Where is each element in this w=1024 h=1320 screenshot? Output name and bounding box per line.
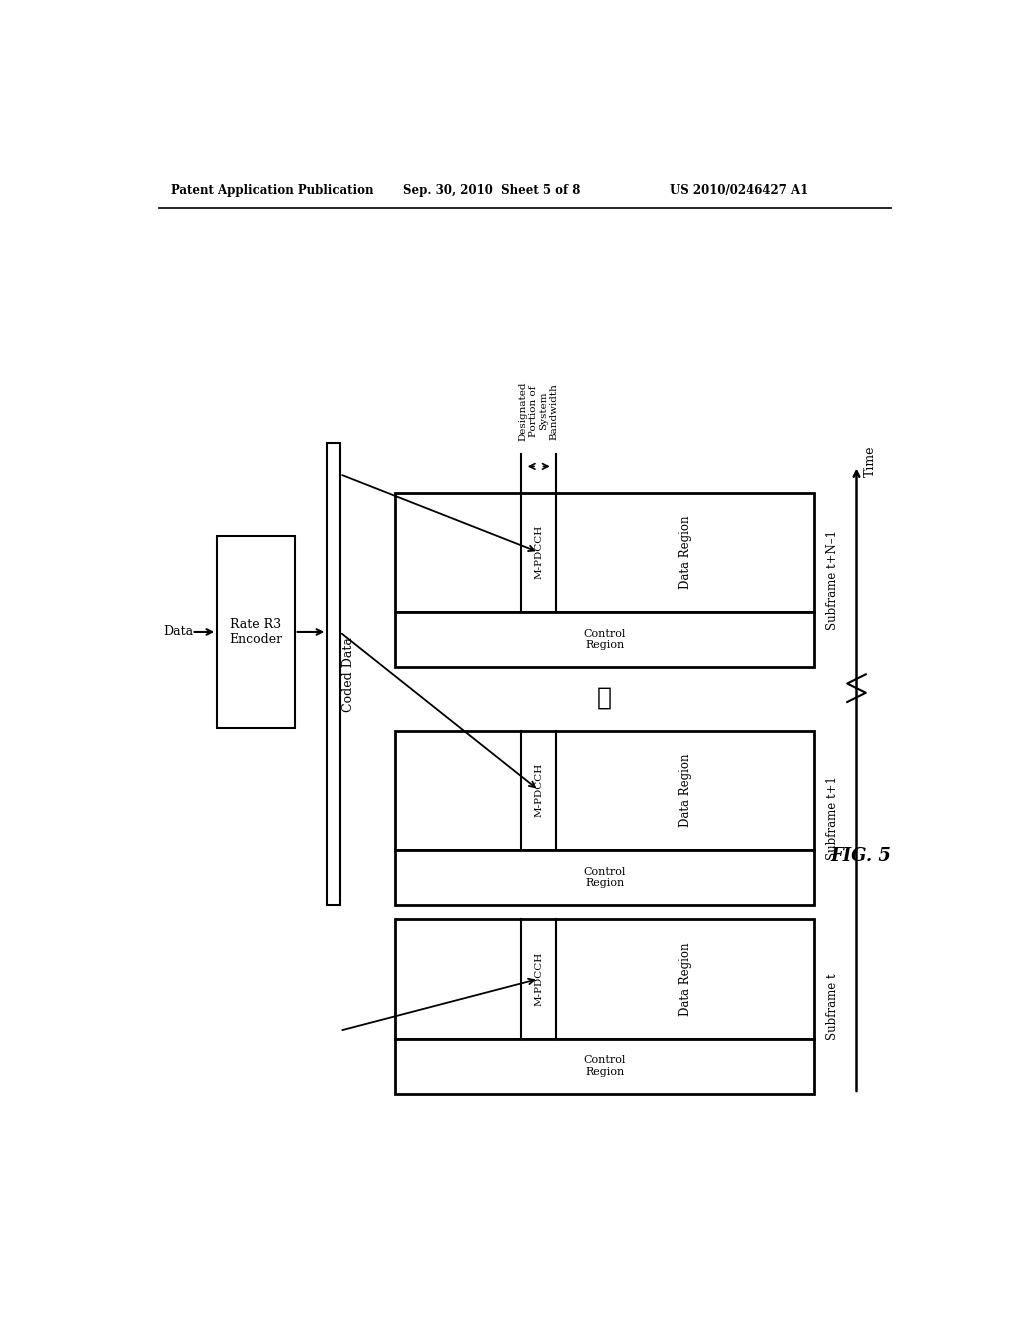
FancyBboxPatch shape [395, 850, 814, 906]
Text: Subframe t+N–1: Subframe t+N–1 [825, 529, 839, 630]
Text: Data Region: Data Region [679, 754, 691, 826]
Text: Time: Time [864, 446, 877, 478]
Text: Subframe t: Subframe t [825, 973, 839, 1040]
FancyBboxPatch shape [395, 730, 814, 850]
Text: Control
Region: Control Region [584, 867, 626, 888]
Text: US 2010/0246427 A1: US 2010/0246427 A1 [671, 185, 809, 197]
FancyBboxPatch shape [395, 1039, 814, 1094]
Text: Designated
Portion of
System
Bandwidth: Designated Portion of System Bandwidth [518, 381, 559, 441]
FancyBboxPatch shape [217, 536, 295, 729]
Text: Sep. 30, 2010  Sheet 5 of 8: Sep. 30, 2010 Sheet 5 of 8 [403, 185, 581, 197]
Text: Rate R3
Encoder: Rate R3 Encoder [229, 618, 283, 645]
Text: ⋮: ⋮ [597, 686, 612, 710]
Text: M-PDCCH: M-PDCCH [535, 525, 543, 579]
FancyBboxPatch shape [395, 492, 814, 612]
Text: M-PDCCH: M-PDCCH [535, 763, 543, 817]
Text: Data Region: Data Region [679, 516, 691, 589]
Text: Data: Data [163, 626, 193, 639]
Text: Subframe t+1: Subframe t+1 [825, 776, 839, 859]
Text: Patent Application Publication: Patent Application Publication [171, 185, 373, 197]
Text: Data Region: Data Region [679, 942, 691, 1015]
FancyBboxPatch shape [395, 919, 814, 1039]
Text: Control
Region: Control Region [584, 628, 626, 651]
FancyBboxPatch shape [395, 612, 814, 668]
Text: Coded Data: Coded Data [342, 636, 355, 711]
FancyBboxPatch shape [328, 444, 340, 906]
Text: Control
Region: Control Region [584, 1056, 626, 1077]
Text: FIG. 5: FIG. 5 [829, 847, 891, 866]
Text: M-PDCCH: M-PDCCH [535, 952, 543, 1006]
